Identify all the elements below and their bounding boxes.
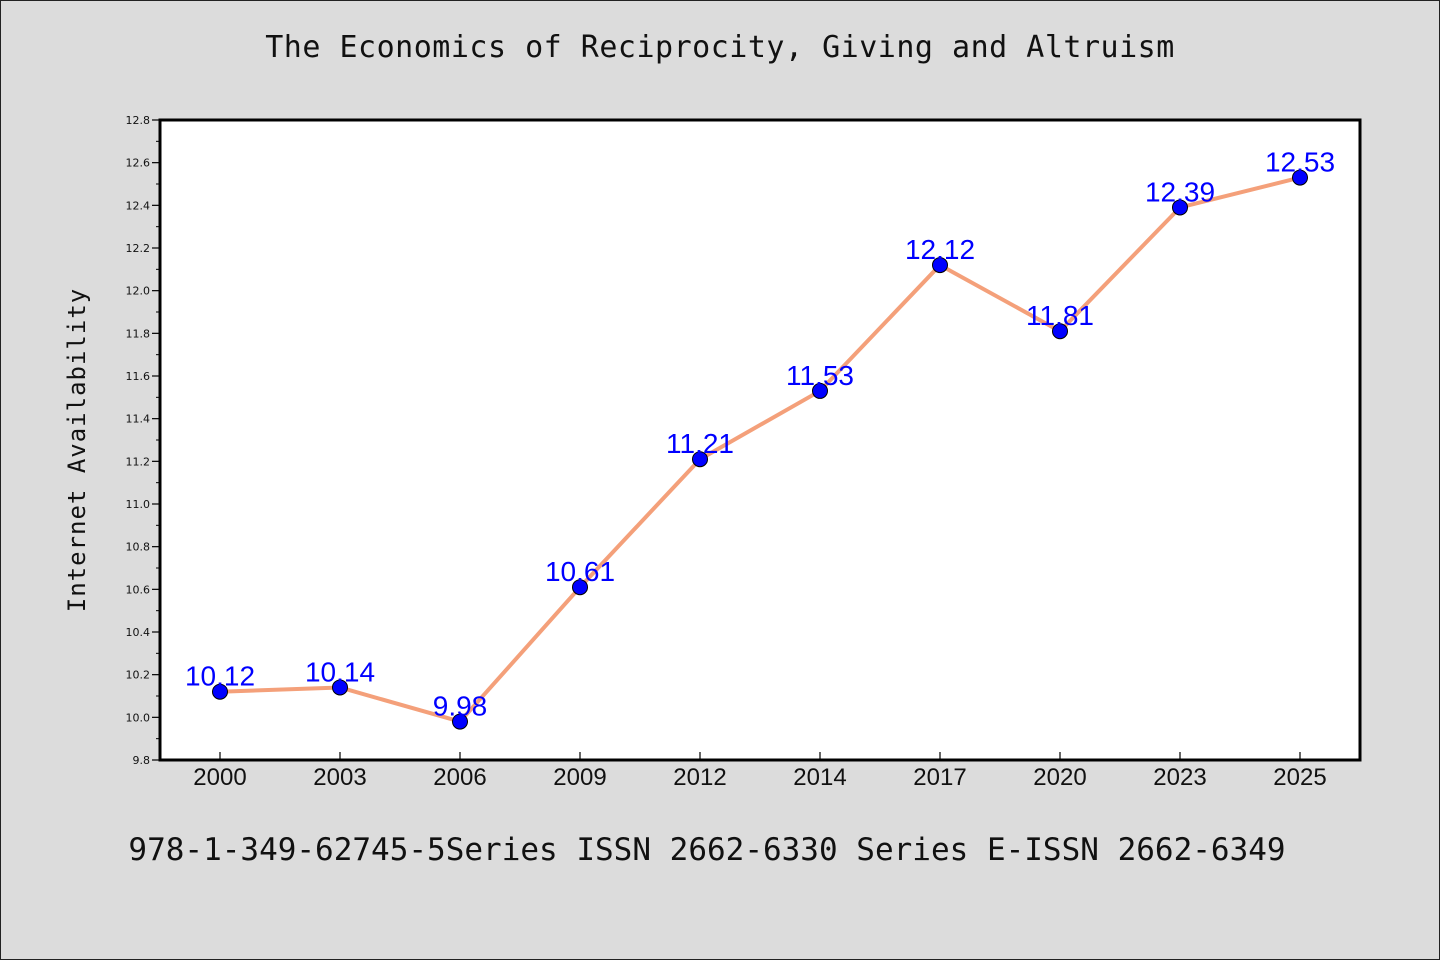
series-line [218, 175, 1302, 724]
data-point-marker [1172, 199, 1188, 216]
y-tick-label: 10.2 [126, 669, 151, 682]
x-tick-label: 2012 [673, 764, 726, 791]
data-point-marker [1292, 169, 1308, 186]
footer-isbn-text: 978-1-349-62745-5Series ISSN 2662-6330 S… [128, 832, 1286, 868]
y-tick-label: 12.4 [126, 199, 151, 212]
data-point-marker [932, 257, 948, 274]
x-tick-label: 2000 [193, 764, 246, 791]
data-point-marker [572, 579, 588, 596]
chart-title: The Economics of Reciprocity, Giving and… [265, 30, 1175, 65]
data-label: 10.14 [305, 656, 375, 687]
data-point-marker [812, 382, 828, 399]
data-label: 10.61 [545, 556, 615, 587]
y-tick-label: 10.6 [126, 583, 151, 596]
y-tick-label: 9.8 [133, 754, 151, 767]
x-axis: 2000 2003 2006 2009 2012 2014 2017 2020 2023 2025 [193, 752, 1327, 791]
x-tick-label: 2006 [433, 764, 486, 791]
y-tick-label: 12.8 [126, 114, 151, 127]
data-labels-group: 10.12 10.14 9.98 10.61 11.21 11.53 12.12 11.81 1… [185, 147, 1335, 722]
data-label: 11.21 [666, 428, 734, 459]
data-label: 12.12 [905, 234, 975, 265]
x-tick-label: 2025 [1273, 764, 1326, 791]
y-tick-label: 12.0 [126, 285, 151, 298]
y-tick-label: 11.4 [126, 413, 151, 426]
data-label: 9.98 [433, 691, 488, 722]
y-tick-label: 12.6 [126, 157, 151, 170]
x-tick-label: 2017 [913, 764, 966, 791]
y-tick-label: 12.2 [126, 242, 151, 255]
data-label: 11.81 [1026, 300, 1094, 331]
data-point-marker [452, 713, 468, 730]
data-label: 12.39 [1145, 176, 1215, 207]
series-line-group [218, 175, 1302, 724]
data-label: 11.53 [786, 360, 854, 391]
y-axis-label: Internet Availability [63, 288, 91, 612]
y-tick-label: 11.0 [126, 498, 151, 511]
x-tick-label: 2020 [1033, 764, 1086, 791]
data-point-marker [1052, 323, 1068, 340]
data-point-marker [692, 451, 708, 468]
data-label: 12.53 [1265, 147, 1335, 178]
x-tick-label: 2014 [793, 764, 846, 791]
x-tick-label: 2009 [553, 764, 606, 791]
markers-group [212, 169, 1308, 730]
data-point-marker [332, 679, 348, 696]
x-tick-label: 2023 [1153, 764, 1206, 791]
y-tick-label: 11.6 [126, 370, 151, 383]
data-label: 10.12 [185, 661, 255, 692]
y-axis: 9.8 10.0 10.2 10.4 10.6 10.8 11.0 11.2 11.4 11.6 1… [126, 114, 160, 767]
x-tick-label: 2003 [313, 764, 366, 791]
y-tick-label: 10.0 [126, 711, 151, 724]
y-tick-label: 11.2 [126, 455, 151, 468]
y-tick-label: 10.8 [126, 541, 151, 554]
y-tick-label: 10.4 [126, 626, 151, 639]
y-tick-label: 11.8 [126, 327, 151, 340]
data-point-marker [212, 683, 228, 700]
